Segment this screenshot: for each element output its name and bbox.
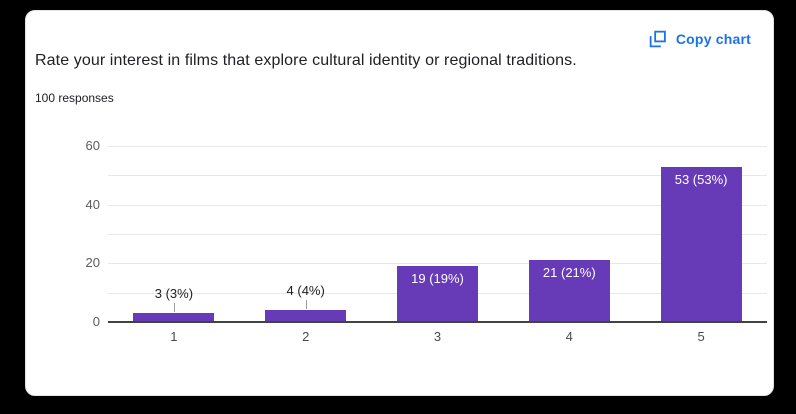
bar-category-4 <box>528 260 610 322</box>
bar-category-1 <box>133 313 215 322</box>
bar-chart-plot: 0 20 40 60 3 (3%) 1 4 (4%) 2 19 (19%) 3 21 (21%) 4 5… <box>86 138 767 344</box>
x-axis-label: 4 <box>565 329 573 344</box>
responses-count: 100 responses <box>35 91 114 105</box>
gridline-20 <box>108 263 767 265</box>
x-axis-label: 1 <box>170 329 178 344</box>
bar-category-5 <box>660 167 742 322</box>
bar-value-label: 3 (3%) <box>154 286 194 301</box>
x-axis-label: 5 <box>697 329 705 344</box>
bar-category-2 <box>265 310 347 322</box>
gridline-60 <box>108 146 767 147</box>
callout-connector-line <box>305 300 307 309</box>
gridline-40 <box>108 204 767 206</box>
bar-category-3 <box>397 266 478 322</box>
copy-chart-button[interactable]: Copy chart <box>649 30 751 48</box>
x-axis-label: 2 <box>302 329 310 344</box>
callout-connector-line <box>173 303 175 312</box>
chart-card: Rate your interest in films that explore… <box>25 10 774 396</box>
y-axis-label: 60 <box>85 138 100 153</box>
y-axis-label: 0 <box>92 314 100 329</box>
gridline-30 <box>108 234 767 235</box>
x-axis-line <box>108 321 767 323</box>
gridline-50 <box>108 175 767 177</box>
bar-value-label: 4 (4%) <box>286 283 325 298</box>
copy-chart-icon <box>649 30 667 48</box>
y-axis-label: 20 <box>85 255 100 271</box>
bar-value-label: 21 (21%) <box>542 265 596 280</box>
question-title: Rate your interest in films that explore… <box>35 52 577 69</box>
y-axis-label: 40 <box>85 196 100 212</box>
bar-value-label: 53 (53%) <box>674 172 728 187</box>
bar-value-label: 19 (19%) <box>411 271 464 286</box>
x-axis-label: 3 <box>433 329 442 344</box>
copy-chart-label: Copy chart <box>675 31 751 47</box>
